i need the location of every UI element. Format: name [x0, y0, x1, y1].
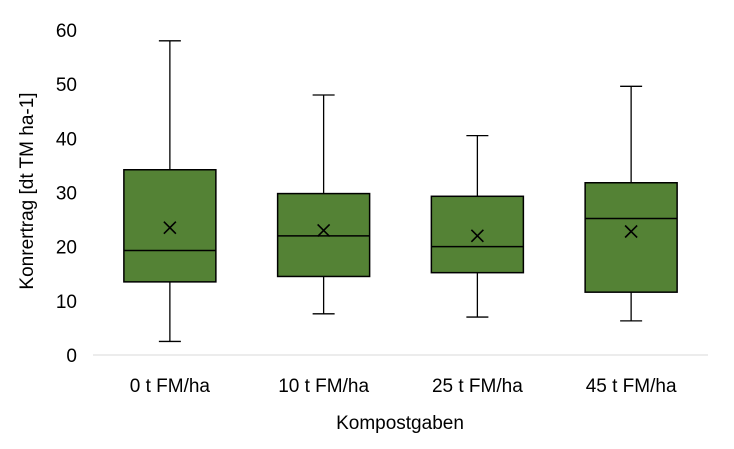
box [584, 182, 678, 293]
x-axis-ticks: 0 t FM/ha 10 t FM/ha 25 t FM/ha 45 t FM/ha [130, 376, 677, 397]
box [123, 169, 217, 283]
y-tick-label: 30 [56, 184, 77, 205]
y-tick-label: 10 [56, 292, 77, 313]
y-tick-label: 0 [66, 346, 77, 367]
y-tick-label: 40 [56, 129, 77, 150]
mean-marker [163, 221, 177, 235]
box [430, 195, 525, 274]
x-tick-label: 0 t FM/ha [130, 376, 211, 397]
y-tick-label: 60 [56, 21, 77, 42]
box [276, 192, 371, 278]
x-tick-label: 25 t FM/ha [432, 376, 523, 397]
x-axis-title: Kompostgaben [336, 413, 464, 434]
box-plot [430, 134, 525, 318]
box-plots [123, 40, 678, 343]
mean-marker [317, 223, 331, 237]
x-tick-label: 45 t FM/ha [586, 376, 677, 397]
mean-marker [624, 224, 638, 239]
box-plot [584, 85, 678, 322]
x-tick-label: 10 t FM/ha [278, 376, 369, 397]
box-plot [123, 40, 217, 343]
mean-marker [470, 229, 484, 243]
y-axis-ticks: 0 10 20 30 40 50 60 [56, 21, 77, 367]
box-plot [276, 94, 371, 315]
y-tick-label: 50 [56, 75, 77, 96]
y-axis-title: Konrertrag [dt TM ha-1] [17, 92, 38, 289]
y-tick-label: 20 [56, 238, 77, 259]
